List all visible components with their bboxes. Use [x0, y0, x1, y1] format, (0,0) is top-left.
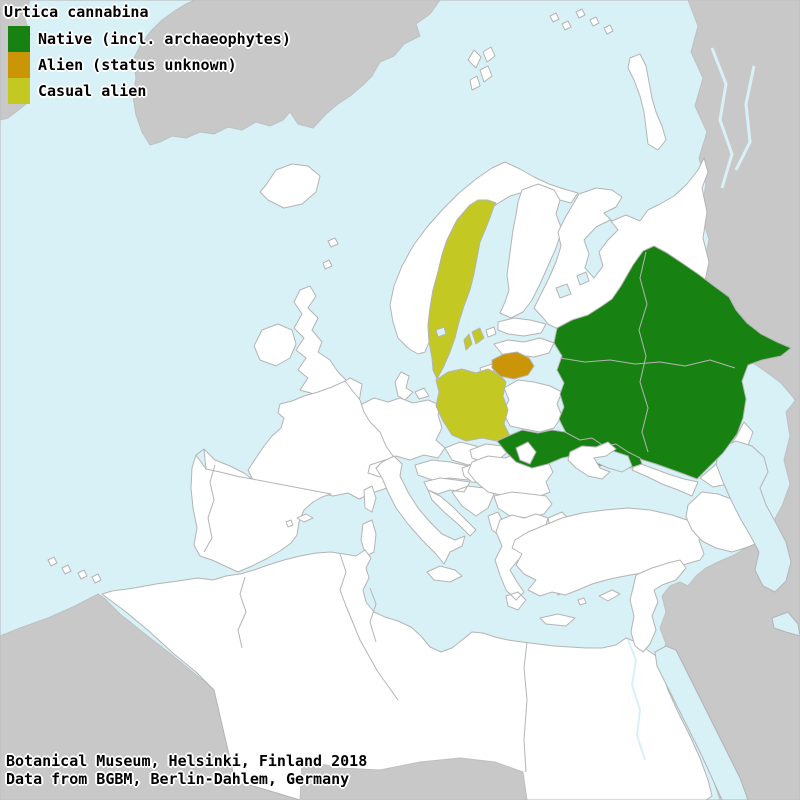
caspian-sea: [715, 440, 792, 593]
region-lithuania: [491, 351, 535, 380]
algeria-tunisia-border: [339, 553, 347, 607]
libya-egypt-border: [523, 641, 528, 773]
islands-balearic: [285, 513, 314, 528]
ob-estuary-branch: [734, 65, 756, 171]
white-sea: [583, 219, 619, 279]
island-cyprus: [598, 589, 621, 602]
region-russia: [553, 245, 792, 480]
legend-label-casual: Casual alien: [38, 82, 147, 100]
region-gotland: [471, 327, 485, 345]
ob-estuary: [710, 47, 734, 189]
island-shetland: [322, 259, 333, 270]
region-kuban: [631, 461, 699, 497]
region-levant: [629, 559, 687, 653]
nile-river: [627, 639, 646, 761]
legend-label-alien: Alien (status unknown): [38, 56, 237, 74]
red-sea: [654, 645, 749, 800]
country-estonia: [485, 317, 547, 338]
legend-swatch-alien: [8, 52, 30, 78]
lake-vanern: [435, 326, 447, 338]
country-belarus: [502, 379, 563, 433]
portugal-spain-border: [203, 464, 216, 553]
islands-canary: [47, 556, 102, 584]
countries-west-balkans: [423, 477, 495, 537]
legend-swatch-casual: [8, 78, 30, 104]
countries-iberia: [190, 448, 332, 573]
island-faroe: [327, 237, 339, 248]
region-north-africa: [101, 549, 713, 800]
country-iceland: [259, 163, 321, 209]
lake-ladoga: [555, 283, 572, 299]
island-sardinia: [360, 519, 377, 557]
region-crimea: [567, 441, 617, 480]
country-moldova: [515, 441, 537, 465]
greenland-east-landmass: [132, 0, 441, 146]
lake-onega: [576, 271, 590, 286]
legend-label-native: Native (incl. archaeophytes): [38, 30, 291, 48]
attribution-line2: Data from BGBM, Berlin-Dahlem, Germany: [6, 770, 350, 788]
attribution-line1: Botanical Museum, Helsinki, Finland 2018: [6, 752, 368, 770]
region-poland: [435, 368, 511, 442]
country-denmark: [394, 371, 430, 401]
russia-internal-border-2: [559, 357, 736, 369]
morocco-algeria-border: [237, 576, 247, 649]
country-finland: [499, 183, 563, 319]
islands-franz-josef-land: [549, 8, 614, 35]
legend-swatch-native: [8, 26, 30, 52]
tunisia-libya-border: [369, 587, 377, 643]
map-title: Urtica cannabina: [4, 3, 149, 21]
russia-internal-border-1: [638, 251, 649, 453]
island-novaya-zemlya: [627, 53, 667, 151]
sahara-bottom-strip: [299, 757, 528, 800]
algeria-libya-border: [345, 605, 399, 701]
country-bulgaria: [493, 491, 553, 519]
country-ireland: [253, 323, 297, 367]
region-oland: [463, 333, 473, 351]
attribution: Botanical Museum, Helsinki, Finland 2018…: [6, 752, 367, 788]
country-italy: [375, 455, 466, 565]
island-sicily: [426, 565, 463, 583]
islands-svalbard: [467, 46, 496, 91]
persian-gulf: [771, 611, 800, 637]
island-crete: [539, 613, 576, 627]
island-corsica: [363, 485, 377, 513]
